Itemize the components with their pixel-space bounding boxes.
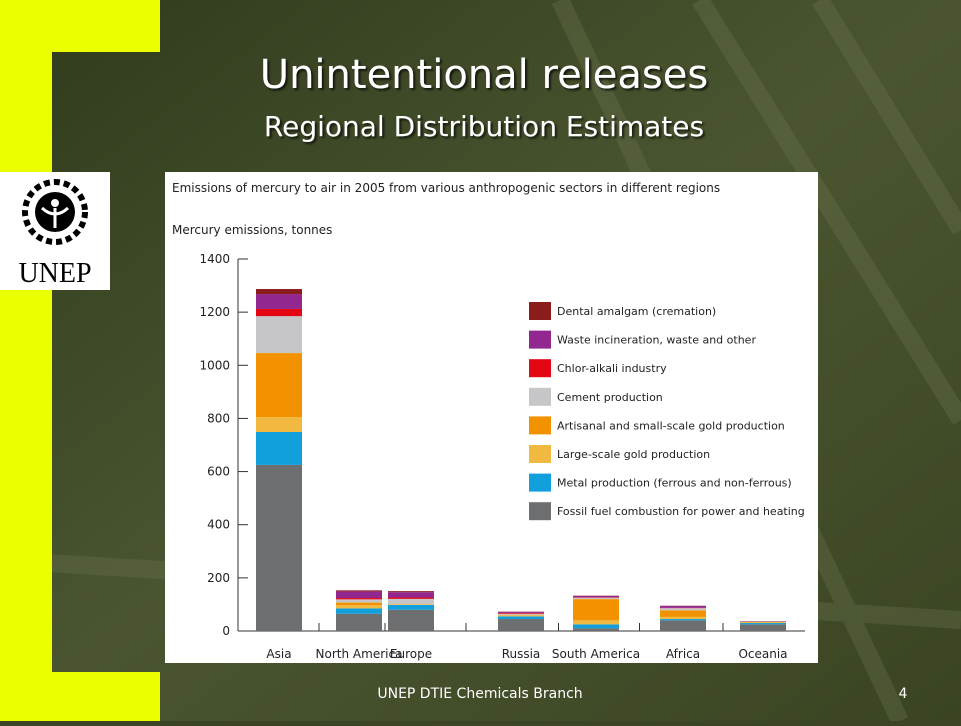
bar-segment [256,309,302,316]
bar-segment [740,624,786,631]
legend-label: Cement production [557,391,663,404]
bar-segment [740,622,786,623]
bar-segment [660,606,706,608]
legend-swatch [529,416,551,434]
slide-title: Unintentional releases [260,52,708,98]
bar-segment [573,597,619,598]
logo: UNEP [0,172,110,290]
legend-label: Artisanal and small-scale gold productio… [557,419,785,432]
bar-segment [388,591,434,592]
bar-segment [498,619,544,631]
legend-swatch [529,388,551,406]
x-tick-label: South America [552,647,640,661]
bar-segment [660,608,706,610]
y-tick-label: 1200 [199,305,230,319]
bar-segment [660,610,706,617]
bar-segment [573,598,619,599]
legend-label: Fossil fuel combustion for power and hea… [557,505,805,518]
bar-segment [660,620,706,631]
bar-segment [388,605,434,610]
bar-segment [388,598,434,599]
legend-swatch [529,331,551,349]
legend-swatch [529,359,551,377]
slide-subtitle: Regional Distribution Estimates [264,110,704,143]
x-tick-label: Russia [502,647,541,661]
bar-segment [256,294,302,309]
bar-segment [573,624,619,628]
bar-segment [336,591,382,598]
bar-segment [573,628,619,631]
bar-segment [388,604,434,605]
bar-segment [388,610,434,631]
page: UNEP Unintentional releases Regional Dis… [0,0,961,721]
legend-label: Metal production (ferrous and non-ferrou… [557,477,792,490]
legend-swatch [529,474,551,492]
x-tick-label: Africa [666,647,700,661]
logo-text: UNEP [18,258,91,289]
legend-label: Waste incineration, waste and other [557,334,756,347]
bar-segment [256,289,302,294]
legend-label: Chlor-alkali industry [557,362,667,375]
bar-segment [498,615,544,616]
x-tick-label: Oceania [738,647,787,661]
legend-swatch [529,302,551,320]
x-tick-label: Europe [390,647,432,661]
bar-segment [256,465,302,631]
bar-segment [336,590,382,591]
x-tick-label: Asia [266,647,291,661]
bar-segment [573,620,619,624]
bar-segment [573,599,619,620]
bar-segment [498,612,544,613]
page-number: 4 [899,686,908,702]
legend-swatch [529,502,551,520]
y-tick-label: 600 [207,465,230,479]
bar-segment [498,616,544,619]
bar-segment [388,599,434,604]
y-tick-label: 1000 [199,358,230,372]
legend-label: Dental amalgam (cremation) [557,305,716,318]
slide: UNEP Unintentional releases Regional Dis… [0,0,961,721]
bar-segment [740,623,786,624]
chart-title: Emissions of mercury to air in 2005 from… [172,181,720,195]
y-tick-label: 400 [207,518,230,532]
legend-swatch [529,445,551,463]
bar-segment [498,614,544,615]
y-tick-label: 0 [222,624,230,638]
bar-segment [336,598,382,599]
bar-segment [256,316,302,353]
footer: UNEP DTIE Chemicals Branch [377,686,582,702]
bar-segment [256,432,302,465]
bar-segment [388,592,434,597]
bar-segment [336,599,382,602]
bar-segment [336,614,382,631]
bar-segment [336,608,382,613]
bar-segment [256,417,302,432]
bar-segment [498,613,544,614]
bar-segment [336,603,382,606]
bar-segment [660,617,706,619]
bar-segment [660,619,706,620]
y-tick-label: 1400 [199,252,230,266]
y-tick-label: 800 [207,411,230,425]
bar-segment [256,353,302,417]
bar-segment [336,605,382,608]
legend-label: Large-scale gold production [557,448,710,461]
bar-segment [573,596,619,597]
y-tick-label: 200 [207,571,230,585]
y-axis-label: Mercury emissions, tonnes [172,223,332,237]
